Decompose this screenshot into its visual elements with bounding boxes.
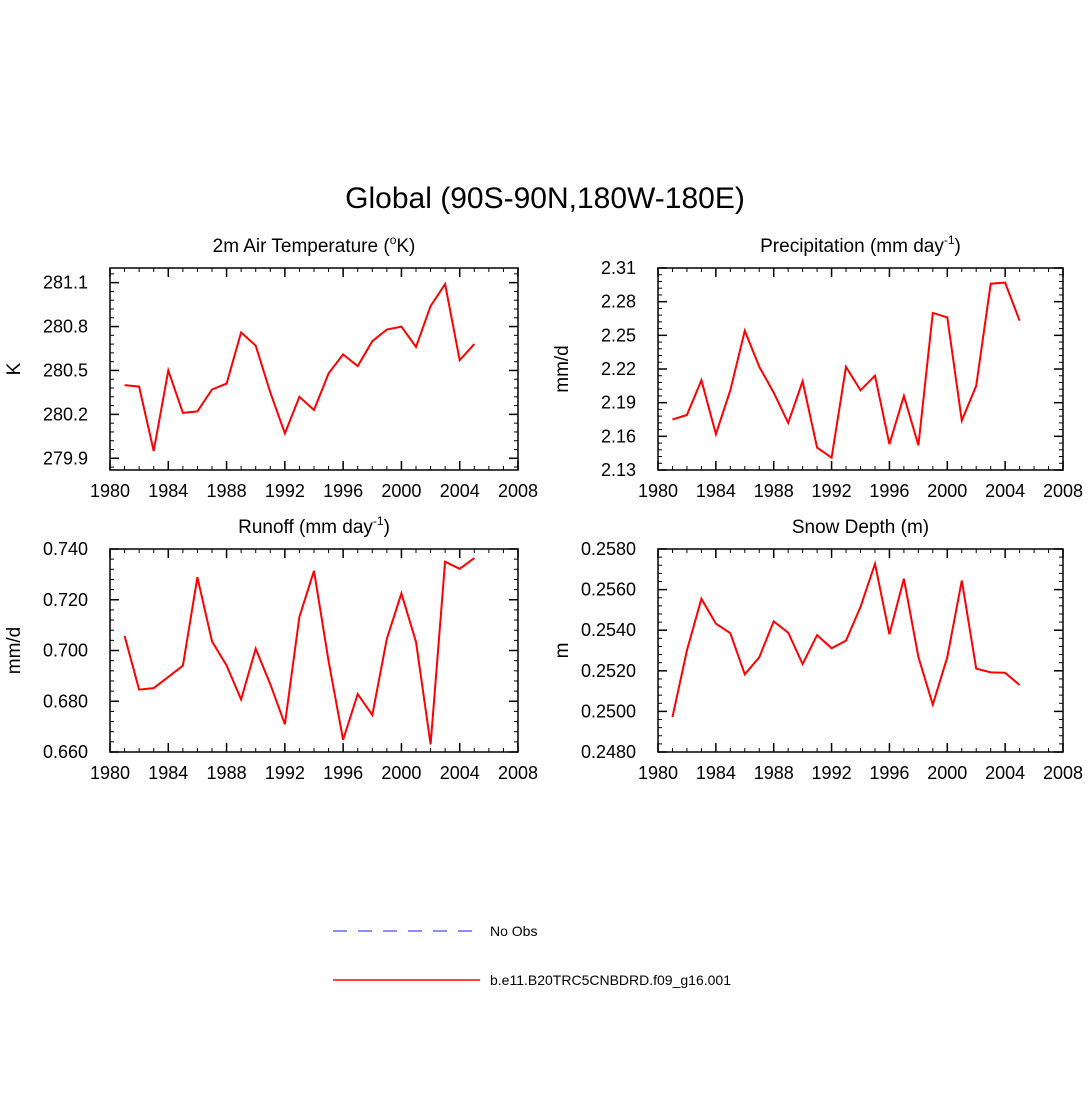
y-tick-label: 2.19 — [601, 393, 636, 413]
x-tick-label: 2000 — [927, 481, 967, 501]
y-tick-label: 2.25 — [601, 325, 636, 345]
y-tick-label: 0.2500 — [581, 701, 636, 721]
chart-precip: 1980 1984 1988 1992 1996 2000 2004 2008 2.13 2.16… — [552, 233, 1083, 501]
y-tick-label: 2.28 — [601, 292, 636, 312]
panel-title-end: ) — [955, 236, 961, 257]
x-tick-label: 1984 — [148, 763, 188, 783]
x-tick-label: 2000 — [927, 763, 967, 783]
plot-frame — [657, 267, 1064, 471]
x-tick-label: 2000 — [381, 763, 421, 783]
x-tick-label: 1980 — [90, 481, 130, 501]
x-tick-label: 1988 — [207, 763, 247, 783]
x-tick-label: 2008 — [1043, 763, 1083, 783]
x-tick-label: 2004 — [440, 481, 480, 501]
x-tick-label: 1992 — [265, 763, 305, 783]
x-tick-label: 2004 — [440, 763, 480, 783]
chart-snow-depth: 1980 1984 1988 1992 1996 2000 2004 2008 0.2480 0.… — [552, 517, 1083, 783]
x-tick-label: 1984 — [696, 481, 736, 501]
series-line-precip — [672, 281, 1021, 460]
chart-air-temp: 1980 1984 1988 1992 1996 2000 2004 2008 279.9 280… — [4, 233, 538, 501]
plot-frame — [109, 267, 519, 471]
y-axis-label: mm/d — [4, 627, 25, 675]
x-tick-label: 1980 — [90, 763, 130, 783]
y-tick-label: 281.1 — [43, 273, 88, 293]
panel-title-main: Snow Depth (m) — [792, 517, 929, 538]
panel-title-superscript: -1 — [944, 233, 955, 247]
y-axis-label: K — [4, 362, 25, 375]
x-tick-label: 2004 — [985, 763, 1025, 783]
panel-title-main: Precipitation (mm day — [760, 236, 944, 257]
panel-title-main: Runoff (mm day — [238, 517, 373, 538]
y-tick-label: 0.720 — [43, 590, 88, 610]
legend-label-model: b.e11.B20TRC5CNBDRD.f09_g16.001 — [490, 972, 731, 988]
y-tick-label: 2.22 — [601, 359, 636, 379]
x-tick-label: 1996 — [323, 481, 363, 501]
legend-label-no-obs: No Obs — [490, 923, 537, 939]
panel-title-main: 2m Air Temperature ( — [213, 236, 391, 257]
plot-frame — [657, 548, 1064, 753]
x-tick-label: 1988 — [754, 481, 794, 501]
panel-title-snow-depth: Snow Depth (m) — [792, 517, 929, 538]
y-tick-label: 2.31 — [601, 258, 636, 278]
chart-runoff: 1980 1984 1988 1992 1996 2000 2004 2008 0.660 0.6… — [4, 514, 538, 783]
x-tick-label: 1984 — [148, 481, 188, 501]
y-tick-label: 0.2560 — [581, 580, 636, 600]
y-tick-label: 0.680 — [43, 691, 88, 711]
x-tick-label: 1988 — [207, 481, 247, 501]
x-tick-label: 1992 — [812, 763, 852, 783]
y-tick-label: 279.9 — [43, 448, 88, 468]
x-tick-label: 2008 — [498, 481, 538, 501]
series-line-snow-depth — [671, 559, 1021, 718]
legend: No Obs b.e11.B20TRC5CNBDRD.f09_g16.001 — [333, 923, 731, 988]
panel-title-end: ) — [384, 517, 390, 538]
y-tick-label: 0.2580 — [581, 539, 636, 559]
panel-title-superscript: o — [390, 233, 397, 247]
y-axis-label: m — [552, 643, 573, 659]
y-tick-label: 2.16 — [601, 426, 636, 446]
y-tick-label: 280.2 — [43, 404, 88, 424]
panel-title-air-temp: 2m Air Temperature (oK) — [213, 233, 416, 257]
y-tick-label: 2.13 — [601, 460, 636, 480]
y-axis-label: mm/d — [552, 345, 573, 393]
figure-title: Global (90S-90N,180W-180E) — [345, 182, 745, 215]
x-tick-label: 1988 — [754, 763, 794, 783]
series-line-runoff — [123, 557, 475, 745]
panel-title-end: K) — [396, 236, 415, 257]
series-line-air-temp — [124, 281, 476, 452]
x-tick-label: 2008 — [1043, 481, 1083, 501]
x-tick-label: 2004 — [985, 481, 1025, 501]
x-tick-label: 1996 — [323, 763, 363, 783]
panel-title-superscript: -1 — [373, 514, 384, 528]
panel-title-precip: Precipitation (mm day-1) — [760, 233, 961, 257]
x-tick-label: 1980 — [638, 763, 678, 783]
y-tick-label: 280.8 — [43, 317, 88, 337]
y-tick-label: 0.660 — [43, 742, 88, 762]
panel-title-runoff: Runoff (mm day-1) — [238, 514, 390, 538]
x-tick-label: 2008 — [498, 763, 538, 783]
x-tick-label: 2000 — [381, 481, 421, 501]
y-tick-label: 280.5 — [43, 360, 88, 380]
y-tick-label: 0.700 — [43, 641, 88, 661]
y-tick-label: 0.2540 — [581, 620, 636, 640]
x-tick-label: 1992 — [265, 481, 305, 501]
x-tick-label: 1996 — [869, 763, 909, 783]
y-tick-label: 0.2480 — [581, 742, 636, 762]
x-tick-label: 1984 — [696, 763, 736, 783]
x-tick-label: 1980 — [638, 481, 678, 501]
x-tick-label: 1996 — [869, 481, 909, 501]
y-tick-label: 0.740 — [43, 539, 88, 559]
plot-frame — [109, 548, 519, 753]
x-tick-label: 1992 — [812, 481, 852, 501]
y-tick-label: 0.2520 — [581, 661, 636, 681]
